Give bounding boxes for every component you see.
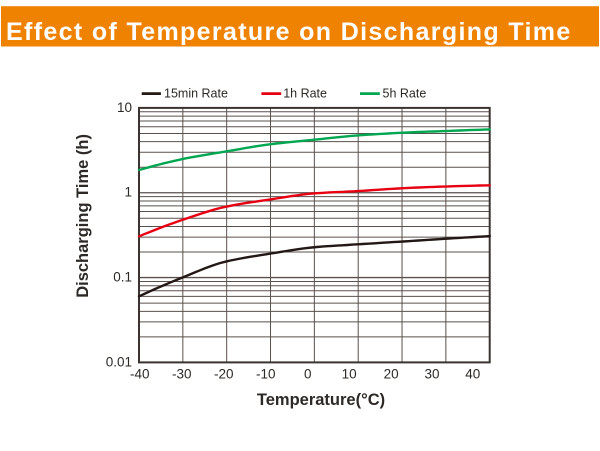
svg-text:0: 0 [304, 367, 312, 382]
svg-text:Temperature(°C): Temperature(°C) [257, 391, 385, 409]
svg-text:30: 30 [424, 367, 439, 382]
svg-text:1: 1 [124, 185, 132, 200]
svg-text:0.01: 0.01 [106, 354, 132, 369]
svg-text:-40: -40 [130, 367, 150, 382]
svg-text:-10: -10 [256, 367, 276, 382]
svg-text:10: 10 [342, 367, 357, 382]
svg-text:40: 40 [465, 367, 480, 382]
svg-text:0.1: 0.1 [113, 270, 132, 285]
svg-text:20: 20 [384, 367, 399, 382]
svg-text:Discharging Time (h): Discharging Time (h) [74, 134, 92, 298]
svg-text:-20: -20 [214, 367, 234, 382]
svg-text:1h Rate: 1h Rate [283, 87, 327, 101]
svg-text:5h Rate: 5h Rate [383, 87, 427, 101]
svg-text:15min Rate: 15min Rate [164, 87, 228, 101]
svg-text:Effect of Temperature on Disch: Effect of Temperature on Discharging Tim… [6, 18, 572, 46]
svg-text:10: 10 [117, 100, 132, 115]
svg-text:-30: -30 [172, 367, 192, 382]
